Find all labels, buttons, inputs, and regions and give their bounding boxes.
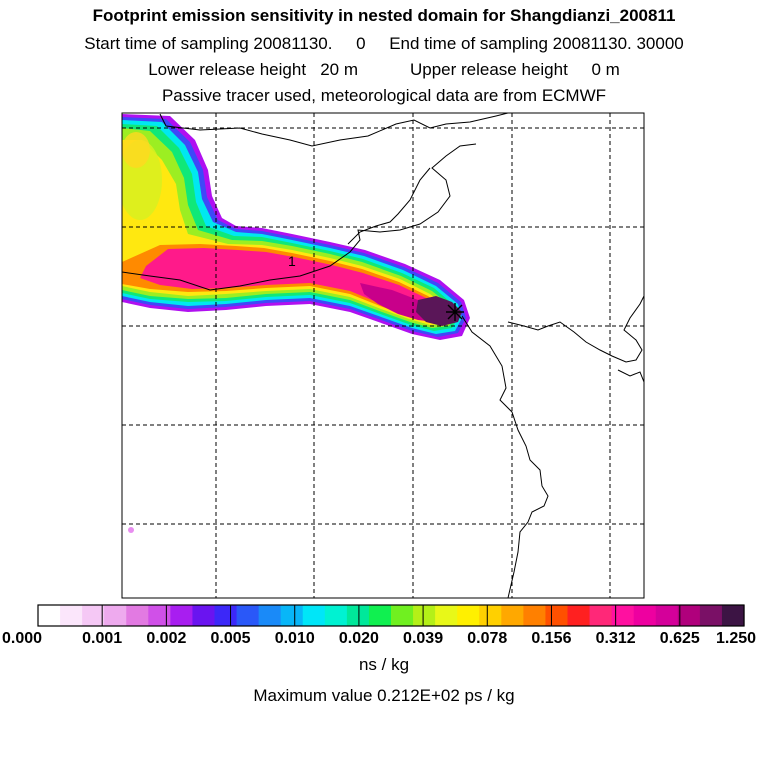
release-heights: Lower release height 20 m Upper release …: [0, 60, 768, 80]
lower-release-label: Lower release height: [148, 60, 307, 79]
colorbar-swatch: [82, 605, 105, 626]
colorbar-swatch: [589, 605, 613, 626]
colorbar-swatch: [258, 605, 282, 626]
colorbar-tick-label: 0.156: [531, 630, 572, 647]
colorbar-tick-label: 0.005: [210, 630, 251, 647]
map-frame: [121, 112, 645, 599]
lower-release-value: 20 m: [320, 60, 359, 79]
colorbar-tick-label: 1.250: [715, 630, 757, 647]
colorbar-tick-label: 0.078: [467, 630, 508, 647]
colorbar-swatches: [38, 605, 745, 626]
colorbar-swatch: [457, 605, 480, 626]
colorbar-swatch: [655, 605, 679, 626]
colorbar-swatch: [567, 605, 591, 626]
colorbar-swatch: [302, 605, 326, 626]
colorbar-swatch: [104, 605, 127, 626]
upper-release-value: 0 m: [591, 60, 620, 79]
colorbar-swatch: [391, 605, 414, 626]
colorbar-swatch: [280, 605, 304, 626]
sampling-times: Start time of sampling 20081130. 0 End t…: [0, 34, 768, 54]
colorbar-tick-label: 0.020: [338, 630, 379, 647]
colorbar-swatch: [148, 605, 171, 626]
tracer-info: Passive tracer used, meteorological data…: [161, 86, 607, 105]
colorbar-swatch: [699, 605, 723, 626]
colorbar-tick-label: 0.000: [1, 630, 43, 647]
colorbar-tick-label: 0.010: [274, 630, 315, 647]
colorbar-tick-label: 0.039: [403, 630, 444, 647]
colorbar-swatch: [60, 605, 83, 626]
maximum-value: Maximum value 0.212E+02 ps / kg: [253, 686, 515, 705]
colorbar-swatch: [479, 605, 502, 626]
plot-title: Footprint emission sensitivity in nested…: [92, 6, 676, 25]
border-line: [122, 143, 477, 291]
start-time-label: Start time of sampling 20081130.: [84, 34, 333, 53]
inner-yellow-core: [122, 132, 162, 220]
colorbar-tick-label: 0.625: [659, 630, 700, 647]
coastline-korea-edge: [617, 369, 644, 383]
coastline-north: [159, 113, 511, 147]
contour-label: 1: [288, 253, 296, 269]
coastline-bohai: [347, 167, 431, 245]
colorbar-swatch: [611, 605, 635, 626]
start-time-value: 0: [356, 34, 366, 53]
colorbar-tick-label: 0.001: [82, 630, 123, 647]
grid-lines: [122, 113, 644, 598]
colorbar-tick-label: 0.002: [146, 630, 187, 647]
colorbar-swatch: [38, 605, 61, 626]
plume-level-0.312: [140, 248, 447, 320]
colorbar-tick-label: 0.312: [595, 630, 636, 647]
coastline-east: [461, 315, 549, 598]
colorbar-swatch: [368, 605, 392, 626]
colorbar-swatch: [236, 605, 260, 626]
colorbar-swatch: [126, 605, 149, 626]
plume-level-1.250: [416, 296, 462, 326]
end-time-label: End time of sampling 20081130. 30000: [389, 34, 684, 53]
colorbar-swatch: [501, 605, 524, 626]
colorbar-swatch: [523, 605, 547, 626]
colorbar-swatch: [435, 605, 458, 626]
colorbar-swatch: [192, 605, 216, 626]
plume-field: [122, 114, 470, 340]
colorbar-dividers: [101, 605, 681, 626]
colorbar-swatch: [677, 605, 701, 626]
colorbar-swatch: [721, 605, 745, 626]
receptor-station-marker: [446, 303, 464, 321]
colorbar-swatch: [214, 605, 238, 626]
colorbar-swatch: [545, 605, 569, 626]
colorbar-units: ns / kg: [358, 655, 410, 674]
small-speck: [128, 527, 134, 533]
colorbar-swatch: [346, 605, 370, 626]
colorbar-swatch: [170, 605, 194, 626]
colorbar-swatch: [324, 605, 348, 626]
upper-release-label: Upper release height: [409, 60, 568, 79]
colorbar-swatch: [413, 605, 436, 626]
colorbar-frame: [37, 604, 745, 627]
colorbar-swatch: [633, 605, 657, 626]
